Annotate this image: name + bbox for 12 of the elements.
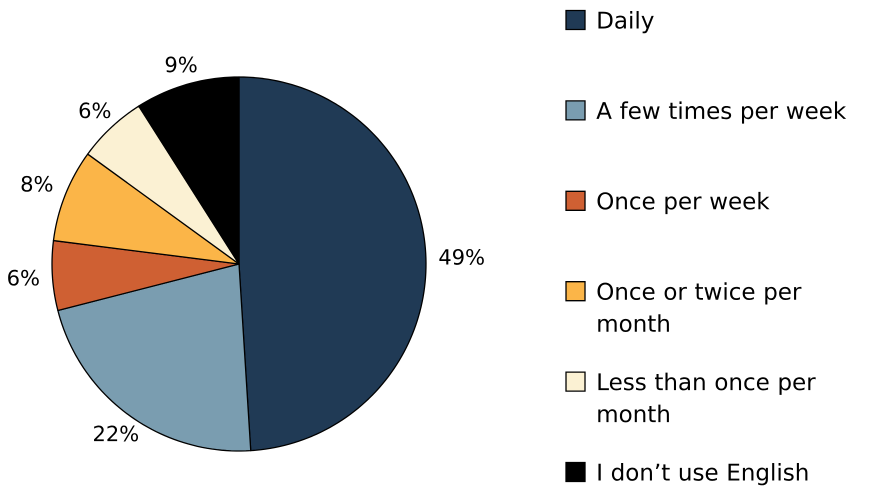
data-label: 22% — [94, 426, 138, 442]
data-label: 49% — [439, 248, 484, 265]
legend-label: Daily — [598, 11, 654, 34]
data-label: 9% — [166, 56, 197, 72]
legend-label: I don’t use English — [598, 463, 808, 486]
legend-label: Once per week — [598, 192, 770, 214]
legend-label: Less than once per month — [598, 372, 816, 422]
legend-label: Once or twice per month — [598, 282, 802, 332]
data-label: 8% — [22, 176, 52, 192]
data-label: 6% — [80, 102, 110, 118]
data-label: 6% — [8, 270, 39, 286]
legend-label: A few times per week — [596, 101, 846, 124]
